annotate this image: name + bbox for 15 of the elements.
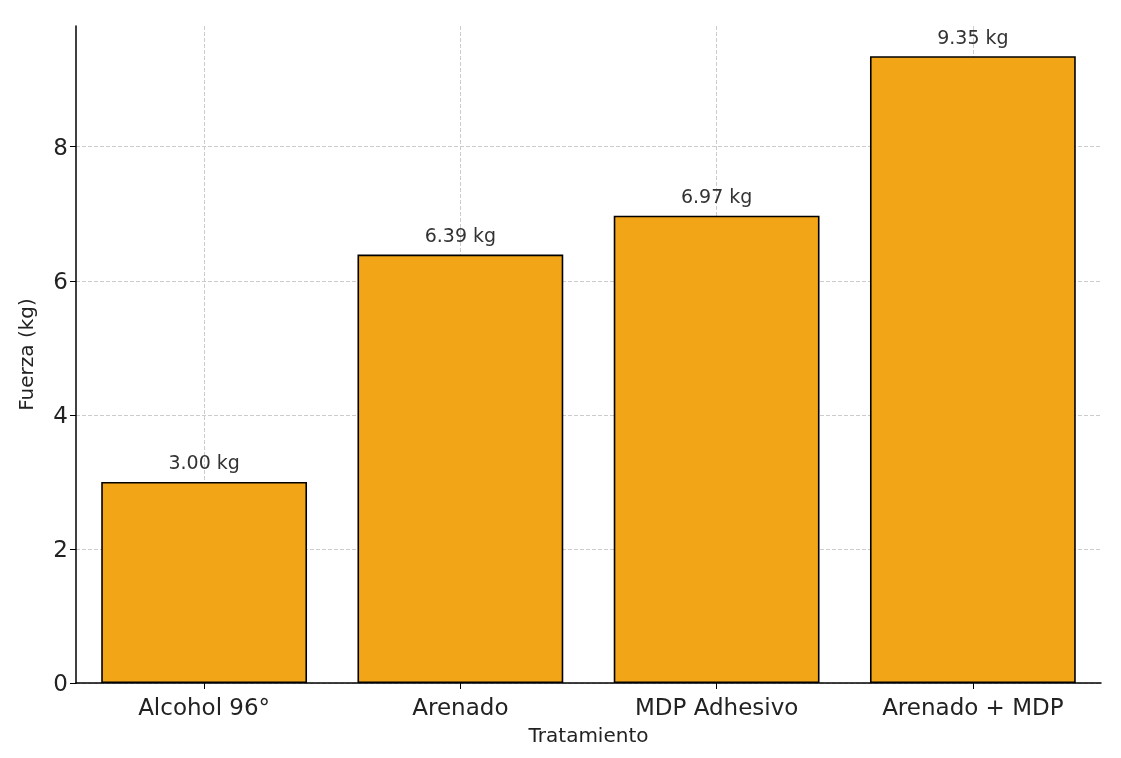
data-label: 6.97 kg [680, 185, 753, 208]
x-tick-label: Alcohol 96° [138, 693, 271, 720]
y-tick-label: 2 [53, 535, 68, 562]
data-label: 9.35 kg [937, 25, 1009, 48]
x-tick-label: Arenado + MDP [882, 693, 1064, 720]
x-tick-label: Arenado [412, 693, 509, 720]
y-tick-label: 8 [53, 133, 68, 160]
y-tick-label: 6 [53, 267, 68, 294]
data-label: 6.39 kg [424, 224, 497, 247]
y-tick-label: 0 [53, 670, 68, 696]
x-axis-title: Tratamiento [527, 723, 649, 747]
x-tick-label: MDP Adhesivo [634, 693, 799, 720]
data-label: 3.00 kg [168, 451, 240, 474]
y-tick-label: 4 [53, 401, 68, 428]
y-axis-title: Fuerza (kg) [14, 298, 38, 411]
